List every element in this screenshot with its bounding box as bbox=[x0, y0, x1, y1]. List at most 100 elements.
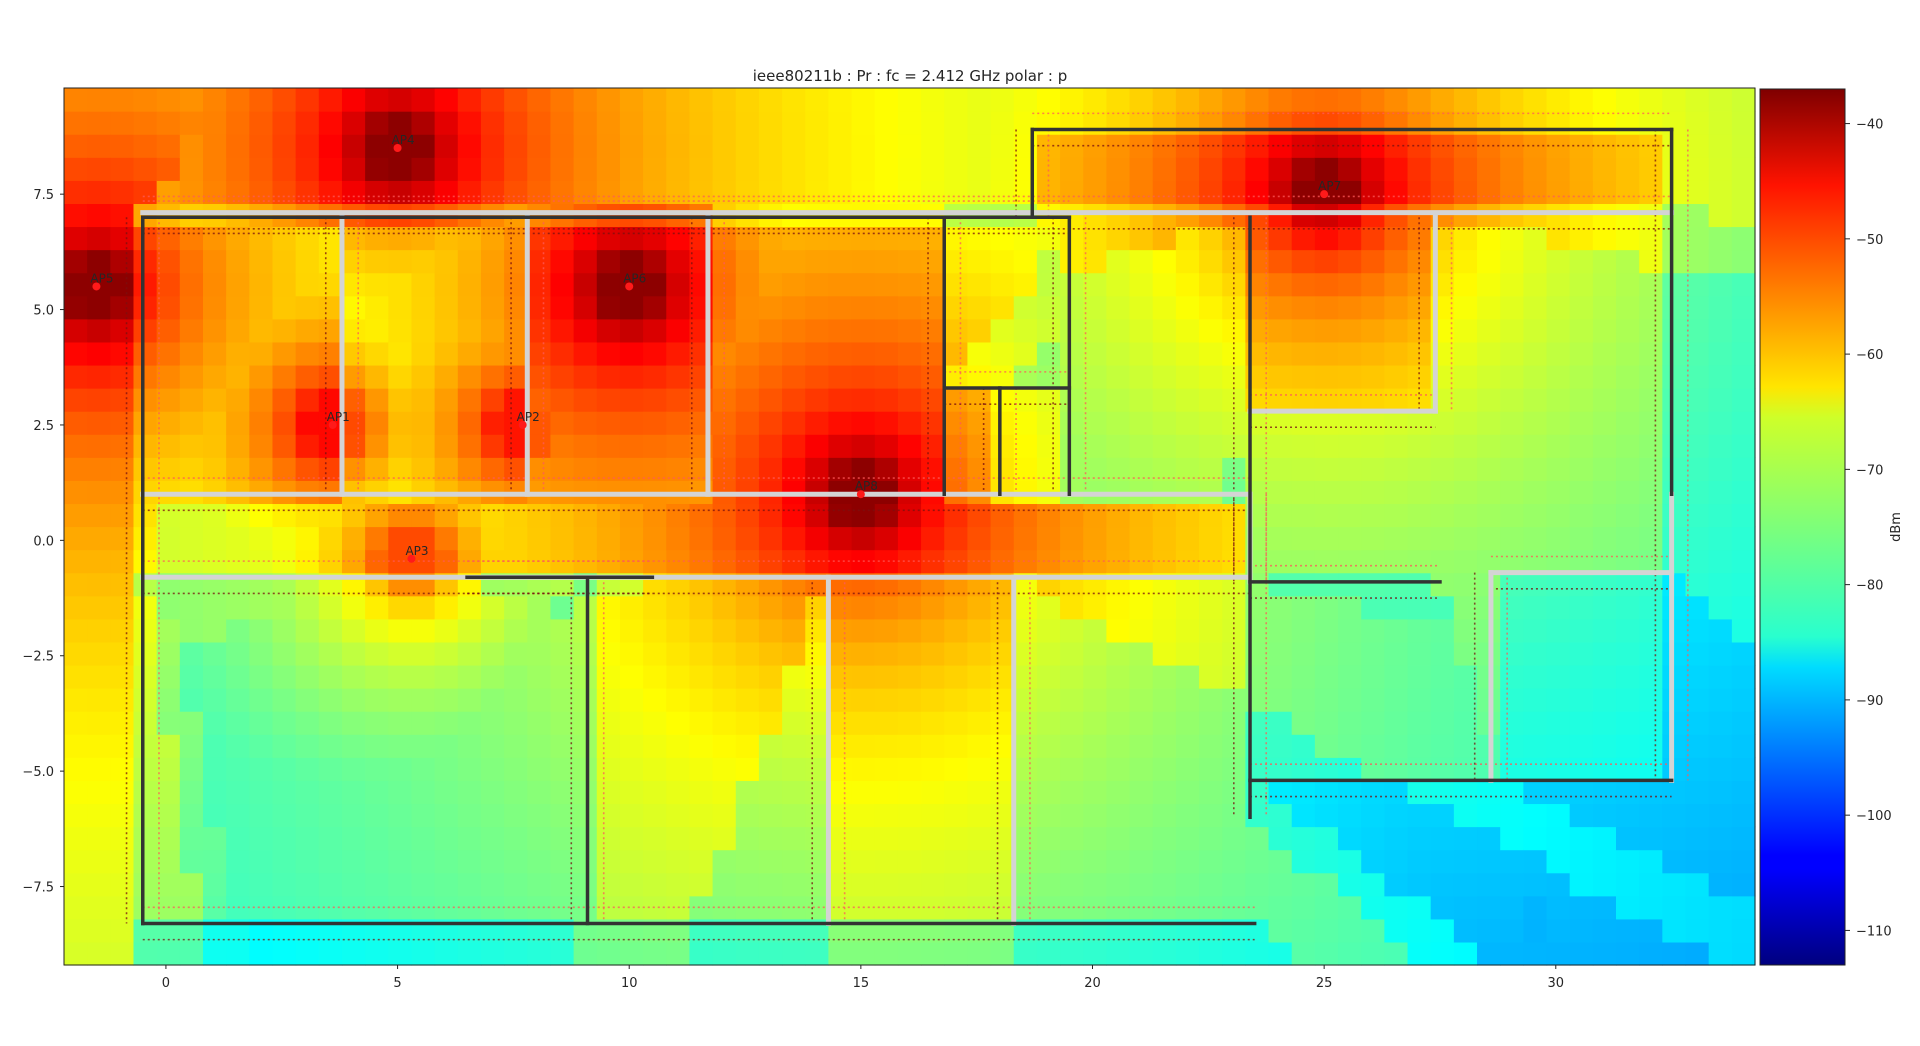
heatmap-cell bbox=[573, 272, 598, 297]
heatmap-cell bbox=[666, 526, 691, 551]
heatmap-cell bbox=[1708, 641, 1733, 666]
heatmap-cell bbox=[388, 341, 413, 366]
heatmap-cell bbox=[1291, 688, 1316, 712]
heatmap-cell bbox=[272, 780, 297, 805]
heatmap-cell bbox=[1036, 618, 1061, 643]
access-point-label: AP1 bbox=[327, 410, 350, 424]
heatmap-cell bbox=[1477, 434, 1501, 458]
heatmap-cell bbox=[1083, 780, 1107, 805]
heatmap-cell bbox=[133, 341, 158, 366]
heatmap-cell bbox=[1708, 711, 1733, 735]
heatmap-cell bbox=[1060, 595, 1084, 620]
heatmap-cell bbox=[179, 757, 204, 781]
heatmap-cell bbox=[156, 941, 181, 966]
heatmap-cell bbox=[1152, 434, 1177, 458]
heatmap-cell bbox=[1592, 618, 1617, 643]
heatmap-cell bbox=[1291, 618, 1316, 643]
heatmap-cell bbox=[156, 618, 181, 643]
heatmap-cell bbox=[480, 618, 505, 643]
heatmap-cell bbox=[202, 157, 227, 181]
heatmap-cell bbox=[596, 318, 621, 343]
heatmap-cell bbox=[851, 272, 876, 297]
heatmap-cell bbox=[1314, 88, 1339, 112]
heatmap-cell bbox=[1569, 803, 1594, 828]
heatmap-cell bbox=[712, 364, 737, 389]
heatmap-cell bbox=[388, 734, 413, 758]
heatmap-cell bbox=[1361, 618, 1385, 643]
heatmap-cell bbox=[457, 711, 482, 735]
heatmap-cell bbox=[110, 295, 135, 320]
heatmap-cell bbox=[388, 157, 413, 181]
heatmap-cell bbox=[457, 872, 482, 897]
heatmap-cell bbox=[457, 364, 482, 389]
heatmap-cell bbox=[480, 249, 505, 274]
heatmap-cell bbox=[851, 457, 876, 481]
heatmap-cell bbox=[1662, 711, 1687, 735]
heatmap-cell bbox=[87, 803, 111, 828]
heatmap-cell bbox=[388, 88, 413, 112]
x-tick-label: 25 bbox=[1316, 976, 1333, 991]
heatmap-cell bbox=[573, 526, 598, 551]
heatmap-cell bbox=[1129, 803, 1154, 828]
heatmap-cell bbox=[1569, 618, 1594, 643]
heatmap-cell bbox=[249, 157, 274, 181]
heatmap-cell bbox=[318, 641, 343, 666]
heatmap-cell bbox=[619, 734, 644, 758]
heatmap-cell bbox=[643, 272, 667, 297]
heatmap-cell bbox=[596, 803, 621, 828]
heatmap-cell bbox=[411, 295, 436, 320]
heatmap-cell bbox=[1036, 249, 1061, 274]
heatmap-cell bbox=[1338, 226, 1362, 251]
heatmap-cell bbox=[480, 595, 505, 620]
heatmap-cell bbox=[295, 411, 320, 435]
heatmap-cell bbox=[805, 895, 830, 920]
heatmap-cell bbox=[1083, 434, 1107, 458]
heatmap-cell bbox=[758, 780, 783, 805]
heatmap-cell bbox=[365, 549, 389, 574]
heatmap-cell bbox=[202, 503, 227, 528]
heatmap-cell bbox=[457, 434, 482, 458]
heatmap-cell bbox=[1546, 180, 1571, 204]
heatmap-cell bbox=[1685, 572, 1710, 597]
heatmap-cell bbox=[411, 826, 436, 851]
heatmap-cell bbox=[990, 88, 1015, 112]
heatmap-cell bbox=[897, 226, 922, 251]
heatmap-cell bbox=[1013, 434, 1038, 458]
heatmap-cell bbox=[758, 111, 783, 135]
heatmap-cell bbox=[944, 641, 969, 666]
heatmap-cell bbox=[851, 757, 876, 781]
heatmap-cell bbox=[179, 272, 204, 297]
heatmap-cell bbox=[1569, 480, 1594, 505]
heatmap-cell bbox=[897, 711, 922, 735]
heatmap-cell bbox=[504, 780, 528, 805]
heatmap-cell bbox=[1731, 203, 1756, 228]
heatmap-cell bbox=[1175, 318, 1200, 343]
heatmap-cell bbox=[1060, 641, 1084, 666]
heatmap-cell bbox=[341, 664, 366, 689]
heatmap-cell bbox=[272, 203, 297, 228]
heatmap-cell bbox=[202, 318, 227, 343]
heatmap-cell bbox=[1500, 480, 1524, 505]
heatmap-cell bbox=[179, 295, 204, 320]
heatmap-cell bbox=[1662, 664, 1687, 689]
heatmap-cell bbox=[527, 226, 552, 251]
heatmap-cell bbox=[735, 641, 760, 666]
heatmap-cell bbox=[1361, 780, 1385, 805]
heatmap-cell bbox=[480, 757, 505, 781]
heatmap-cell bbox=[272, 134, 297, 158]
heatmap-cell bbox=[1407, 941, 1432, 966]
heatmap-cell bbox=[573, 434, 598, 458]
heatmap-cell bbox=[1036, 757, 1061, 781]
heatmap-cell bbox=[1685, 249, 1710, 274]
heatmap-cell bbox=[1036, 826, 1061, 851]
heatmap-cell bbox=[689, 526, 714, 551]
heatmap-cell bbox=[1013, 688, 1038, 712]
heatmap-cell bbox=[527, 526, 552, 551]
heatmap-cell bbox=[1314, 341, 1339, 366]
heatmap-cell bbox=[156, 595, 181, 620]
heatmap-cell bbox=[226, 941, 250, 966]
heatmap-cell bbox=[782, 226, 806, 251]
heatmap-cell bbox=[828, 249, 853, 274]
heatmap-cell bbox=[295, 295, 320, 320]
heatmap-cell bbox=[1546, 734, 1571, 758]
